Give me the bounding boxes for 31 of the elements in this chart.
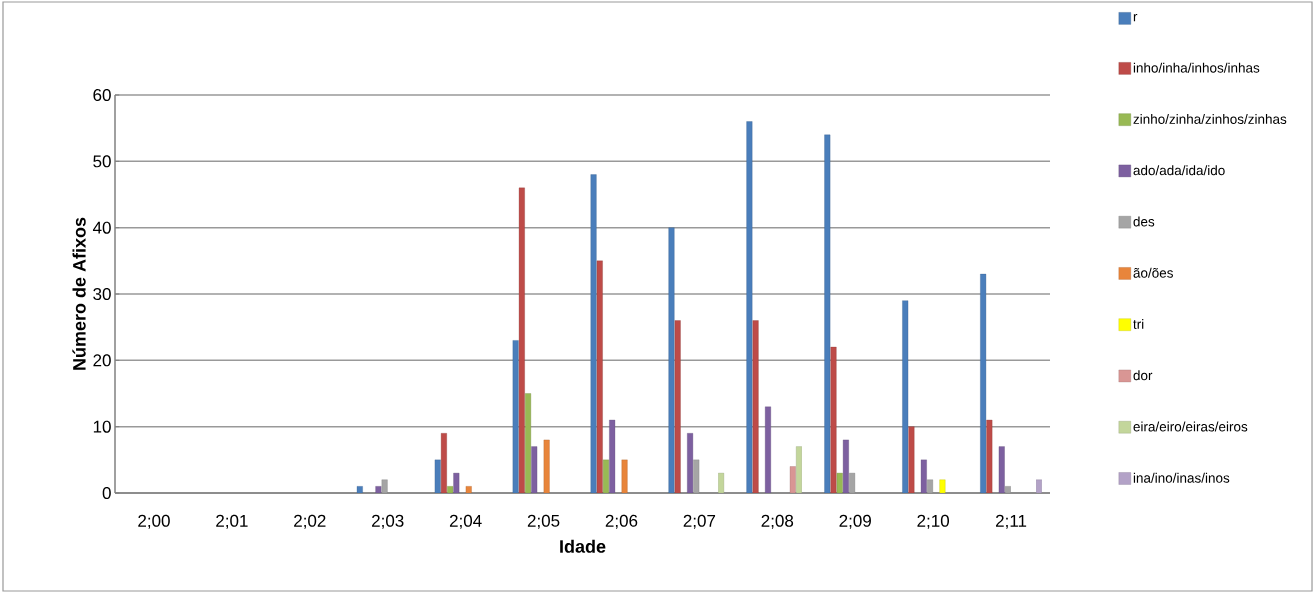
- y-tick-label: 60: [93, 88, 111, 102]
- x-tick-label: 2;02: [294, 514, 326, 529]
- x-tick-label: 2;11: [996, 514, 1027, 529]
- legend-label: tri: [1133, 319, 1144, 329]
- legend-label: eira/eiro/eiras/eiros: [1133, 421, 1248, 432]
- y-axis-title: Número de Afixos: [72, 217, 86, 370]
- legend-label: ina/ino/inas/inos: [1133, 472, 1230, 483]
- x-tick-label: 2;10: [917, 514, 950, 529]
- legend-label: ão/ões: [1133, 267, 1173, 278]
- legend-label: inho/inha/inhos/inhas: [1133, 62, 1260, 73]
- x-tick-label: 2;01: [216, 514, 248, 529]
- x-axis-title: Idade: [560, 539, 606, 553]
- x-tick-label: 2;06: [605, 514, 638, 529]
- y-tick-label: 20: [93, 354, 111, 367]
- x-tick-label: 2;03: [372, 514, 404, 529]
- y-tick-label: 10: [93, 420, 111, 433]
- x-tick-label: 2;07: [683, 514, 716, 529]
- x-tick-label: 2;05: [527, 514, 560, 529]
- y-tick-label: 0: [102, 486, 111, 500]
- legend-label: r: [1133, 14, 1138, 22]
- x-tick-label: 2;04: [449, 514, 482, 529]
- y-tick-label: 40: [92, 221, 111, 234]
- x-tick-label: 2;09: [839, 514, 871, 529]
- x-tick-label: 2;00: [138, 514, 170, 529]
- x-tick-label: 2;08: [761, 514, 794, 529]
- y-tick-label: 30: [93, 287, 111, 301]
- legend-label: dor: [1133, 370, 1153, 381]
- legend-label: zinho/zinha/zinhos/zinhas: [1133, 114, 1287, 124]
- legend-label: ado/ada/ida/ido: [1133, 165, 1225, 176]
- legend-label: des: [1133, 216, 1155, 227]
- y-tick-label: 50: [93, 155, 111, 168]
